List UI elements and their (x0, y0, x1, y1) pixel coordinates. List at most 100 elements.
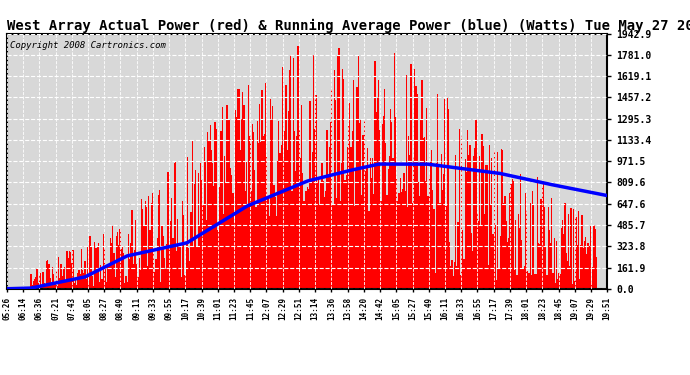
Bar (446, 98, 448, 289)
Bar (302, 172, 304, 289)
Bar (175, 162, 176, 289)
Bar (419, 196, 420, 289)
Bar (126, 282, 128, 289)
Bar (556, 241, 558, 289)
Bar (338, 48, 339, 289)
Bar (455, 156, 456, 289)
Bar (581, 215, 582, 289)
Bar (390, 108, 391, 289)
Bar (86, 279, 87, 289)
Bar (283, 159, 284, 289)
Bar (97, 246, 98, 289)
Bar (375, 112, 377, 289)
Bar (365, 171, 366, 289)
Bar (249, 136, 250, 289)
Bar (577, 245, 578, 289)
Bar (299, 130, 300, 289)
Bar (296, 136, 297, 289)
Bar (206, 220, 207, 289)
Bar (337, 56, 338, 289)
Bar (425, 182, 426, 289)
Bar (433, 209, 435, 289)
Bar (106, 282, 108, 289)
Bar (89, 237, 90, 289)
Bar (224, 156, 225, 289)
Bar (182, 201, 183, 289)
Bar (134, 250, 135, 289)
Bar (575, 217, 577, 289)
Bar (393, 158, 394, 289)
Bar (300, 158, 301, 289)
Bar (61, 276, 63, 289)
Bar (84, 261, 86, 289)
Bar (535, 274, 537, 289)
Bar (32, 285, 33, 289)
Bar (150, 202, 152, 289)
Bar (324, 196, 325, 289)
Bar (100, 265, 101, 289)
Bar (72, 250, 74, 289)
Bar (77, 273, 79, 289)
Bar (64, 267, 66, 289)
Bar (317, 182, 318, 289)
Bar (45, 286, 46, 289)
Bar (364, 120, 365, 289)
Bar (121, 249, 122, 289)
Bar (322, 163, 323, 289)
Bar (430, 162, 431, 289)
Bar (548, 207, 549, 289)
Bar (508, 238, 509, 289)
Bar (378, 80, 380, 289)
Bar (563, 234, 564, 289)
Bar (388, 169, 389, 289)
Bar (173, 163, 175, 289)
Bar (408, 136, 409, 289)
Bar (550, 243, 551, 289)
Bar (113, 254, 115, 289)
Bar (560, 274, 561, 289)
Bar (104, 248, 105, 289)
Bar (83, 273, 84, 289)
Bar (235, 111, 236, 289)
Bar (273, 185, 275, 289)
Bar (94, 242, 95, 289)
Bar (164, 258, 165, 289)
Bar (223, 214, 224, 289)
Bar (347, 147, 348, 289)
Bar (225, 183, 226, 289)
Bar (488, 265, 489, 289)
Bar (184, 275, 186, 289)
Bar (524, 266, 525, 289)
Bar (326, 130, 328, 289)
Bar (464, 159, 466, 289)
Bar (490, 205, 491, 289)
Bar (484, 214, 485, 289)
Bar (163, 236, 164, 289)
Bar (553, 238, 555, 289)
Bar (551, 198, 553, 289)
Bar (39, 275, 40, 289)
Bar (217, 230, 218, 289)
Bar (450, 266, 451, 289)
Bar (544, 207, 545, 289)
Bar (99, 282, 100, 289)
Bar (267, 200, 268, 289)
Bar (368, 210, 370, 289)
Bar (56, 272, 57, 289)
Bar (451, 261, 453, 289)
Bar (319, 206, 320, 289)
Bar (459, 129, 460, 289)
Bar (454, 262, 455, 289)
Bar (139, 258, 140, 289)
Bar (116, 236, 117, 289)
Bar (489, 145, 490, 289)
Bar (420, 120, 422, 289)
Bar (53, 274, 55, 289)
Bar (278, 121, 279, 289)
Bar (304, 192, 306, 289)
Bar (66, 251, 68, 289)
Bar (567, 261, 568, 289)
Bar (402, 189, 403, 289)
Bar (354, 206, 355, 289)
Bar (68, 258, 69, 289)
